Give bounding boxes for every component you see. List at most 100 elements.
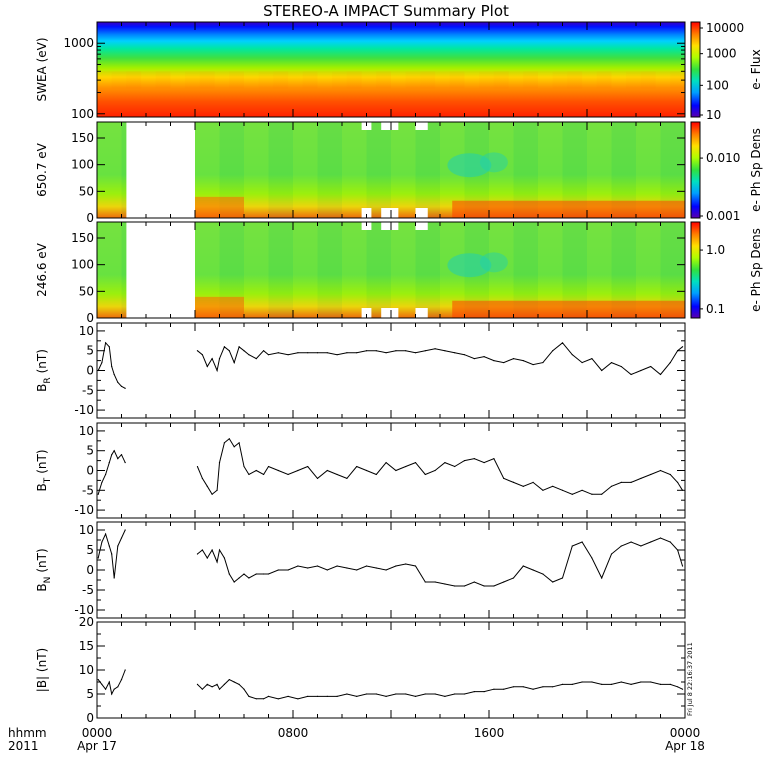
- bmag-data-point: [669, 683, 671, 686]
- swea-band: [464, 71, 480, 89]
- colorbar-tick-label: 10: [706, 108, 721, 122]
- panel-bmag: 20 15 10 5 0 |B| (nT): [35, 615, 686, 725]
- data-gap: [126, 122, 195, 218]
- bt-data-point: [512, 481, 515, 483]
- swea-band: [640, 71, 656, 89]
- panel-bn: 10 5 0 -5 -10 BN (nT): [35, 521, 686, 619]
- swea-band: [449, 71, 465, 89]
- bt-data-point: [473, 458, 475, 460]
- bmag-data-point: [483, 691, 485, 693]
- br-data-point: [640, 369, 642, 372]
- br-data-point: [346, 352, 348, 354]
- br-data-point: [552, 350, 554, 352]
- br-data-point: [267, 354, 270, 356]
- bt-data-point: [238, 442, 240, 444]
- bt-data-point: [542, 489, 544, 491]
- br-data-point: [101, 361, 103, 364]
- bmag-data-point: [108, 681, 110, 683]
- bn-data-point: [463, 585, 466, 587]
- data-gap: [361, 208, 372, 218]
- bmag-data-point: [255, 698, 257, 700]
- bmag-data-point: [223, 683, 225, 686]
- y-tick-label: 50: [79, 284, 94, 298]
- swea-band: [155, 71, 171, 89]
- bn-data-point: [346, 567, 348, 569]
- data-gap: [381, 122, 399, 130]
- bt-ylabel: BT (nT): [35, 449, 53, 491]
- br-data-point: [263, 350, 265, 352]
- br-data-point: [218, 358, 221, 360]
- bt-data-point: [117, 458, 119, 460]
- date-label: Apr 17: [77, 739, 117, 753]
- pad-feature: [479, 152, 508, 173]
- data-gap: [381, 222, 399, 230]
- bn-data-point: [630, 541, 632, 543]
- bn-data-point: [238, 577, 240, 579]
- bmag-data-point: [307, 695, 309, 698]
- bn-data-point: [581, 541, 583, 543]
- bt-data-point: [356, 465, 358, 468]
- swea-band: [317, 71, 333, 89]
- bmag-data-point: [365, 693, 368, 695]
- generation-stamp: Fri Jul 8 22:16:37 2011: [686, 642, 694, 716]
- bmag-data-point: [228, 679, 230, 681]
- swea-colorbar-label: e- Flux: [749, 49, 763, 89]
- spectrogram-stripe: [244, 222, 269, 318]
- bmag-data-point: [243, 688, 245, 690]
- spectrogram-stripe: [97, 122, 122, 218]
- bn-data-point: [104, 533, 107, 535]
- bt-data-point: [483, 461, 485, 464]
- ylabel-subscript: T: [43, 477, 53, 484]
- data-gap: [415, 308, 428, 318]
- time-axis-year: 2011: [8, 739, 39, 753]
- y-tick-label: 0: [86, 464, 94, 478]
- bn-data-point: [522, 565, 524, 567]
- bn-data-point: [503, 581, 505, 583]
- y-tick-label: 5: [86, 444, 94, 458]
- br-ylabel: BR (nT): [35, 349, 53, 392]
- bmag-data-point: [620, 681, 622, 683]
- br-data-point: [424, 350, 426, 352]
- bn-data-point: [659, 537, 662, 539]
- br-data-point: [277, 352, 279, 354]
- y-tick-label: 100: [71, 258, 94, 272]
- colorbar-tick-label: 100: [706, 78, 729, 92]
- bn-data-point: [108, 545, 110, 547]
- bn-data-point: [316, 565, 319, 567]
- bn-data-point: [385, 569, 387, 571]
- bn-data-point: [307, 567, 309, 569]
- bt-data-point: [503, 477, 505, 480]
- y-tick-label: -5: [82, 483, 94, 497]
- bmag-data-point: [104, 688, 107, 690]
- swea-band: [258, 71, 274, 89]
- swea-band: [508, 71, 524, 89]
- pad1-colorbar-label: e- Ph Sp Dens: [749, 128, 763, 212]
- bn-data-point: [211, 549, 213, 551]
- br-data-point: [385, 352, 387, 354]
- bn-data-point: [561, 577, 564, 579]
- pad-band-early: [195, 196, 244, 218]
- swea-band: [552, 71, 568, 89]
- br-data-point: [542, 361, 544, 364]
- bmag-data-point: [454, 693, 456, 695]
- bn-data-point: [424, 581, 426, 583]
- bmag-data-point: [659, 683, 662, 686]
- br-data-point: [228, 350, 230, 352]
- br-data-point: [196, 350, 199, 352]
- bt-data-point: [196, 465, 199, 468]
- bmag-data-point: [677, 686, 679, 688]
- bn-data-point: [196, 553, 199, 555]
- swea-band: [405, 71, 421, 89]
- panel-pad2: 150 100 50 0 246.6 eV 1.0 0.1 e- Ph Sp Dens: [35, 221, 763, 325]
- bt-data-point: [267, 465, 270, 468]
- bt-data-point: [248, 473, 250, 476]
- bt-data-point: [561, 489, 564, 491]
- swea-band: [670, 71, 685, 89]
- br-data-point: [561, 342, 564, 344]
- ylabel-symbol: B: [35, 583, 49, 591]
- bt-data-point: [424, 473, 426, 476]
- swea-band: [214, 71, 230, 89]
- y-tick-label: -10: [74, 603, 94, 617]
